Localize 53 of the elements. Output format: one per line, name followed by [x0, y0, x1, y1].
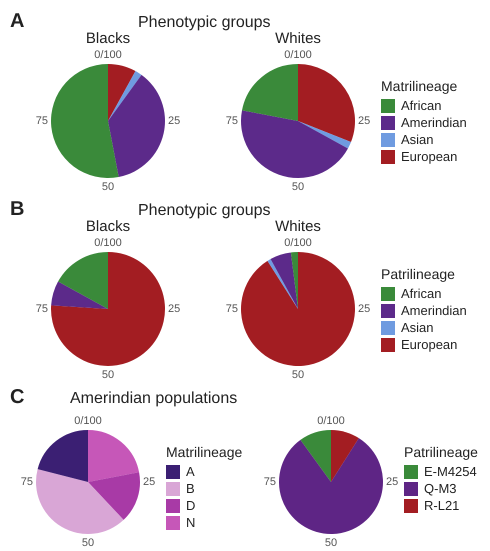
legend-label: African: [401, 98, 442, 113]
legend-label: Asian: [401, 320, 434, 335]
slice-label: Blacks: [84, 218, 132, 235]
text: C: [10, 386, 24, 409]
legend-title: Matrilineage: [381, 78, 458, 94]
legend-label: European: [401, 337, 458, 352]
text: 25: [358, 115, 370, 127]
text: A: [10, 10, 24, 33]
text: 75: [36, 303, 48, 315]
legend-title: Matrilineage: [166, 444, 242, 460]
text: 0/100: [284, 237, 312, 249]
text: 50: [102, 181, 114, 193]
legend-label: B: [186, 481, 195, 496]
legend-label: R-L21: [424, 498, 460, 513]
chart-title: Phenotypic groups: [138, 202, 271, 220]
text: 75: [36, 115, 48, 127]
legend-label: E-M4254: [424, 464, 477, 479]
text: 50: [82, 537, 94, 549]
text: 25: [386, 476, 398, 488]
text: 75: [264, 476, 276, 488]
text: 50: [324, 537, 338, 549]
text: 0/100: [74, 415, 102, 427]
legend-title: Patrilineage: [404, 444, 478, 460]
legend-label: Amerindian: [401, 115, 467, 130]
chart-title: Phenotypic groups: [138, 14, 271, 32]
text: 50: [292, 181, 304, 193]
text: 75: [226, 115, 238, 127]
text: 50: [102, 369, 114, 381]
legend-label: African: [401, 286, 442, 301]
text: 0/100: [284, 49, 312, 61]
legend-label: European: [401, 149, 458, 164]
chart-title: Amerindian populations: [70, 390, 238, 408]
legend-label: A: [186, 464, 195, 479]
text: 75: [20, 476, 33, 488]
text: B: [10, 198, 24, 221]
text: 25: [168, 115, 180, 127]
text: 75: [226, 303, 238, 315]
text: 50: [292, 369, 304, 381]
text: 25: [358, 303, 370, 315]
slice-label: Whites: [274, 30, 322, 47]
legend-label: Amerindian: [401, 303, 467, 318]
text: 0/100: [94, 237, 122, 249]
text: 0/100: [317, 415, 345, 427]
text: 0/100: [94, 49, 122, 61]
slice-label: Whites: [274, 218, 322, 235]
legend-title: Patrilineage: [381, 266, 456, 282]
legend-label: N: [186, 515, 196, 530]
slice-label: Blacks: [84, 30, 132, 47]
text: 25: [143, 476, 156, 488]
legend-label: Asian: [401, 132, 434, 147]
text: 25: [168, 303, 180, 315]
legend-label: Q-M3: [424, 481, 456, 496]
legend-label: D: [186, 498, 196, 513]
